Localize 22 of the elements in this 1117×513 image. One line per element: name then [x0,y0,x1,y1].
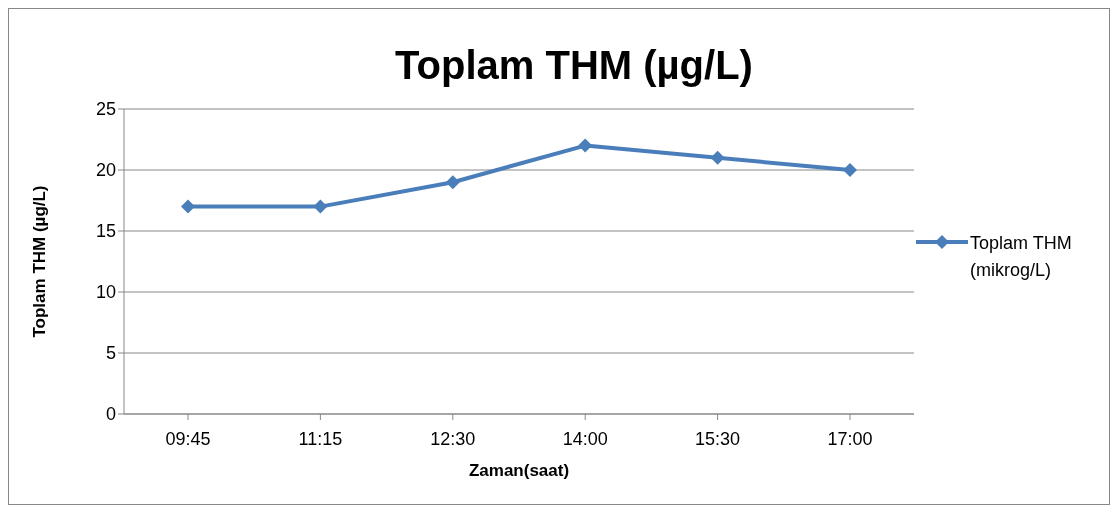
x-tick-label: 12:30 [430,428,476,449]
point [578,138,593,153]
point [445,175,460,190]
x-tick-label: 11:15 [298,428,343,449]
legend-label: Toplam THM (mikrog/L) [970,231,1073,282]
y-tick-label: 15 [95,221,116,242]
y-tick-label: 10 [95,282,116,303]
x-tick-label: 14:00 [562,428,608,449]
x-tick-label: 15:30 [695,428,741,449]
point [710,150,725,165]
y-tick-label: 0 [105,404,116,425]
x-axis-title: Zaman(saat) [468,461,570,480]
chart-title: Toplam THM (µg/L) [394,43,754,88]
point [313,199,328,214]
y-axis-title: Toplam THM (µg/L) [30,185,50,338]
point [181,199,195,214]
y-tick-label: 5 [105,343,116,364]
x-tick-label: 17:00 [827,428,873,449]
y-tick-label: 20 [95,160,116,181]
y-tick-label: 25 [95,99,116,120]
x-tick-label: 09:45 [165,428,211,449]
point [843,163,857,177]
